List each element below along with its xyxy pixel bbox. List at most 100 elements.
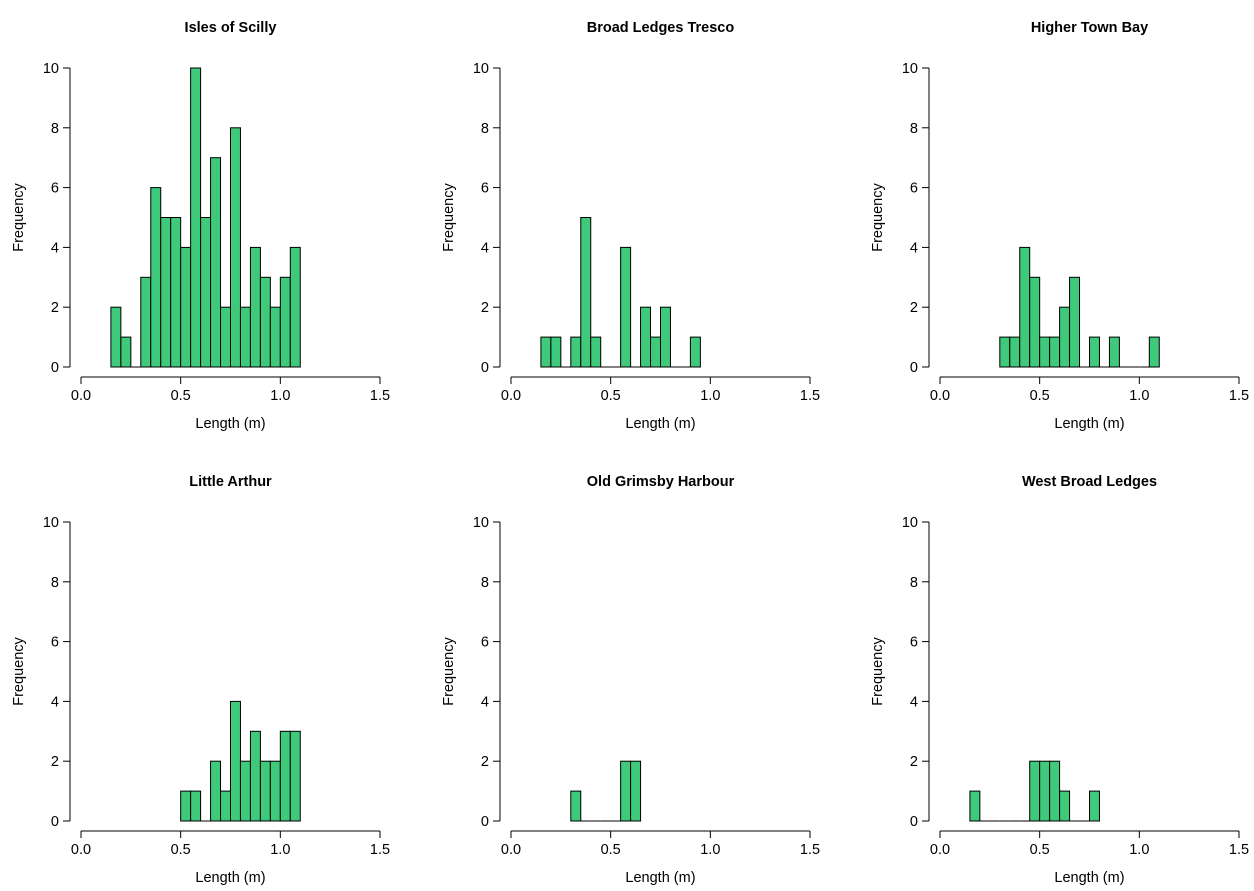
x-tick-label: 0.5 [1030,842,1050,858]
x-tick-label: 1.0 [700,388,720,404]
histogram-bar [279,276,291,368]
y-tick-label: 0 [481,360,489,376]
histogram-bar [279,730,291,822]
histogram-bar [1089,336,1100,368]
histogram-bar [1148,336,1160,368]
x-tick-label: 1.5 [370,842,390,858]
histogram-bar [289,730,301,822]
histogram-bar [1108,336,1120,368]
y-tick-label: 8 [51,121,59,137]
histogram-panel: Broad Ledges Tresco 0 2 4 6 8 10 0.0 0.5 1.0 1.5 Le… [441,20,820,432]
histogram-bar [1059,790,1071,822]
histogram-bar [570,790,582,822]
histogram-bar [210,760,222,822]
histogram-bar [1029,276,1041,368]
histogram-bar [570,336,582,368]
histogram-bar [180,246,192,368]
histogram-bar [210,157,222,368]
x-axis-label: Length (m) [195,870,265,886]
x-tick-label: 1.0 [700,842,720,858]
histogram-bar [140,276,152,368]
x-axis-label: Length (m) [1054,870,1124,886]
y-tick-label: 6 [910,635,918,651]
histogram-bar [1019,246,1031,368]
x-tick-label: 1.5 [1229,842,1249,858]
y-tick-label: 8 [51,575,59,591]
histogram-bar [969,790,981,822]
x-axis-label: Length (m) [625,416,695,432]
x-tick-label: 0.5 [601,388,621,404]
histogram-bar [150,187,162,368]
x-tick-label: 0.0 [71,842,91,858]
y-tick-label: 6 [910,181,918,197]
x-tick-label: 1.5 [800,842,820,858]
histogram-bar [230,700,241,822]
x-tick-label: 1.5 [370,388,390,404]
y-axis-label: Frequency [441,183,457,252]
histogram-bar [220,306,231,368]
x-tick-label: 0.5 [171,842,191,858]
histogram-bar [220,790,231,822]
y-tick-label: 0 [910,360,918,376]
histogram-bar [540,336,552,368]
y-axis-label: Frequency [441,637,457,706]
histogram-bar [239,306,251,368]
histogram-bar [259,276,271,368]
histogram-panel: Higher Town Bay 0 2 4 6 8 10 0.0 0.5 1.0 1.5 Length… [870,20,1249,432]
y-tick-label: 2 [481,754,489,770]
y-tick-label: 2 [910,754,918,770]
y-tick-label: 8 [481,575,489,591]
panel-title: West Broad Ledges [1022,474,1157,490]
y-tick-label: 10 [473,61,489,77]
histogram-bar [110,306,122,368]
y-tick-label: 4 [51,694,59,710]
histogram-bar [999,336,1011,368]
histogram-bar [259,760,271,822]
x-tick-label: 0.0 [930,842,950,858]
histogram-bar [1039,760,1051,822]
y-tick-label: 10 [902,515,918,531]
histogram-bar [289,246,301,368]
histogram-bar [630,760,642,822]
x-tick-label: 0.0 [71,388,91,404]
histogram-panel: Little Arthur 0 2 4 6 8 10 0.0 0.5 1.0 1.5 Length (… [11,474,390,886]
y-tick-label: 0 [51,814,59,830]
panel-title: Old Grimsby Harbour [587,474,735,490]
x-axis-label: Length (m) [625,870,695,886]
panel-title: Broad Ledges Tresco [587,20,735,36]
x-tick-label: 1.0 [270,388,290,404]
histogram-bar [1009,336,1021,368]
y-tick-label: 6 [481,635,489,651]
x-tick-label: 0.0 [501,842,521,858]
y-tick-label: 8 [481,121,489,137]
histogram-bar [190,790,202,822]
y-tick-label: 8 [910,575,918,591]
histogram-panel: Old Grimsby Harbour 0 2 4 6 8 10 0.0 0.5 1.0 1.5 Le… [441,474,820,886]
y-tick-label: 10 [43,515,59,531]
histogram-bar [550,336,562,368]
histogram-panel: West Broad Ledges 0 2 4 6 8 10 0.0 0.5 1.0 1.5 Leng… [870,474,1249,886]
histogram-bar [689,336,701,368]
x-tick-label: 1.0 [270,842,290,858]
y-axis-label: Frequency [870,637,886,706]
y-tick-label: 10 [43,61,59,77]
histogram-bar [1059,306,1071,368]
histogram-bar [269,306,281,368]
x-tick-label: 0.0 [501,388,521,404]
y-tick-label: 2 [51,754,59,770]
x-tick-label: 1.5 [1229,388,1249,404]
histogram-bar [249,730,261,822]
histogram-bar [1089,790,1100,822]
y-tick-label: 2 [481,300,489,316]
histogram-bar [180,790,192,822]
x-tick-label: 1.5 [800,388,820,404]
histogram-bar [1029,760,1041,822]
y-tick-label: 4 [481,694,489,710]
histogram-bar [650,336,662,368]
y-tick-label: 10 [473,515,489,531]
histogram-bar [120,336,132,368]
y-tick-label: 2 [51,300,59,316]
histogram-bar [620,246,632,368]
x-tick-label: 1.0 [1129,388,1149,404]
y-tick-label: 4 [481,240,489,256]
